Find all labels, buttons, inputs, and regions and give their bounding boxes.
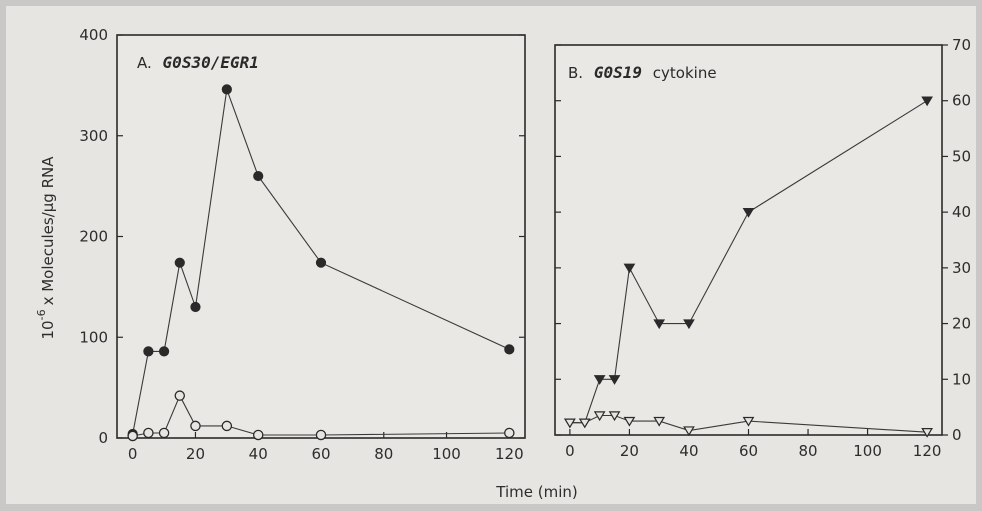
panel-a-frame: [116, 34, 526, 439]
panel-b-series-2-point: [921, 428, 933, 438]
panel-b-title-gene: G0S19: [594, 63, 642, 82]
panel-a-series-2-point: [315, 429, 327, 441]
panel-b-x-tick-label: 60: [739, 442, 758, 460]
panel-b-series-1-point: [921, 96, 933, 107]
x-axis-title: Time (min): [495, 483, 577, 501]
panel-b-title: B. G0S19 cytokine: [568, 63, 717, 82]
panel-b-series-2-point: [608, 411, 621, 422]
panel-a-series-2-point: [158, 427, 170, 439]
panel-b-y-tick-label: 10: [952, 370, 971, 388]
panel-b-y-tick-label: 60: [952, 92, 971, 110]
panel-a-title-prefix: A.: [137, 54, 152, 72]
panel-b-marks: [564, 96, 933, 438]
panel-a-x-tick-label: 20: [186, 445, 205, 463]
panel-a-axes: 0 20 40 60 80 100 120 0 100 200 300 400: [79, 26, 525, 463]
panel-a-y-tick-label: 200: [79, 228, 108, 246]
panel-b-series-2-point: [623, 416, 636, 427]
panel-a-y-tick-label: 100: [79, 328, 108, 346]
panel-a-series-1-point: [315, 257, 327, 268]
panel-b-series-2-point: [653, 416, 666, 427]
panel-a-y-tick-label: 0: [98, 429, 108, 447]
panel-a-series-2-point: [252, 429, 264, 441]
panel-b-y-tick-label: 40: [952, 203, 971, 221]
panel-a-marks: [127, 84, 515, 442]
panel-b-series-2-point: [742, 416, 755, 427]
panel-a-series-1-point: [158, 346, 170, 357]
panel-a-series-2-point: [174, 390, 186, 401]
panel-a-title-gene: G0S30/EGR1: [163, 53, 259, 72]
y-axis-title-rest: x Molecules/μg RNA: [39, 156, 57, 306]
panel-b-series-2-point: [593, 411, 606, 422]
panel-b-y-tick-label: 0: [952, 426, 962, 444]
panel-b-frame: [554, 44, 943, 436]
panel-a-series-1-point: [221, 84, 232, 95]
panel-b-title-suffix: cytokine: [653, 64, 717, 82]
panel-b-series-1-point: [742, 207, 755, 218]
panel-a-y-tick-label: 400: [79, 26, 108, 44]
y-axis-title: 10-6 x Molecules/μg RNA: [35, 156, 57, 340]
panel-a-x-tick-label: 100: [432, 445, 461, 463]
panel-a: A. G0S30/EGR1 0 20 40 60 80 100 120 0 100 200 300 4…: [79, 26, 526, 463]
panel-a-series-1-point: [253, 170, 264, 182]
panel-b-series-2-point: [683, 426, 695, 437]
panel-b-x-tick-label: 40: [679, 442, 698, 460]
panel-b-series-1-point: [653, 319, 666, 330]
panel-b-y-tick-label: 20: [952, 315, 971, 333]
panel-a-series-2-point: [221, 420, 233, 432]
panel-a-series-2-point: [504, 427, 515, 439]
panel-a-series-1-point: [174, 257, 185, 268]
panel-a-x-tick-label: 0: [128, 445, 138, 463]
panel-b-x-tick-label: 0: [565, 442, 575, 460]
panel-a-title: A. G0S30/EGR1: [137, 53, 259, 72]
y-axis-title-exponent: -6: [35, 309, 48, 320]
panel-b-series-1-point: [683, 319, 695, 330]
panel-b-series-2-point: [578, 418, 591, 429]
panel-b-series-1-point: [623, 263, 636, 274]
panel-a-series-1-point: [504, 344, 515, 355]
panel-a-series-1-point: [190, 301, 201, 313]
panel-b-x-tick-label: 100: [853, 442, 882, 460]
panel-b-y-tick-label: 70: [952, 36, 971, 54]
panel-a-x-tick-label: 80: [374, 445, 393, 463]
panel-a-y-tick-label: 300: [79, 127, 108, 145]
y-axis-title-base: 10: [39, 320, 57, 339]
panel-a-x-tick-label: 40: [249, 445, 268, 463]
panel-a-series-2-point: [190, 420, 201, 432]
panel-b-x-tick-label: 20: [620, 442, 639, 460]
panel-b: B. G0S19 cytokine 0 20 40 60 80 100 120 0 10 20 30…: [554, 36, 971, 460]
panel-b-series-2-point: [564, 418, 576, 429]
panel-b-axes: 0 20 40 60 80 100 120 0 10 20 30 40 50 60 70: [555, 36, 971, 460]
panel-b-title-prefix: B.: [568, 64, 583, 82]
panel-a-series-1-point: [143, 346, 154, 357]
panel-a-x-tick-label: 120: [495, 445, 524, 463]
panel-b-x-tick-label: 80: [798, 442, 817, 460]
panel-b-x-tick-label: 120: [913, 442, 942, 460]
panel-b-series-1-point: [608, 375, 621, 385]
panel-a-series-2-point: [127, 430, 138, 442]
panel-a-series-2-point: [143, 427, 154, 439]
panel-a-x-tick-label: 60: [311, 445, 330, 463]
panel-b-y-tick-label: 50: [952, 147, 971, 165]
panel-b-y-tick-label: 30: [952, 259, 971, 277]
panel-b-series-1-point: [593, 375, 606, 385]
